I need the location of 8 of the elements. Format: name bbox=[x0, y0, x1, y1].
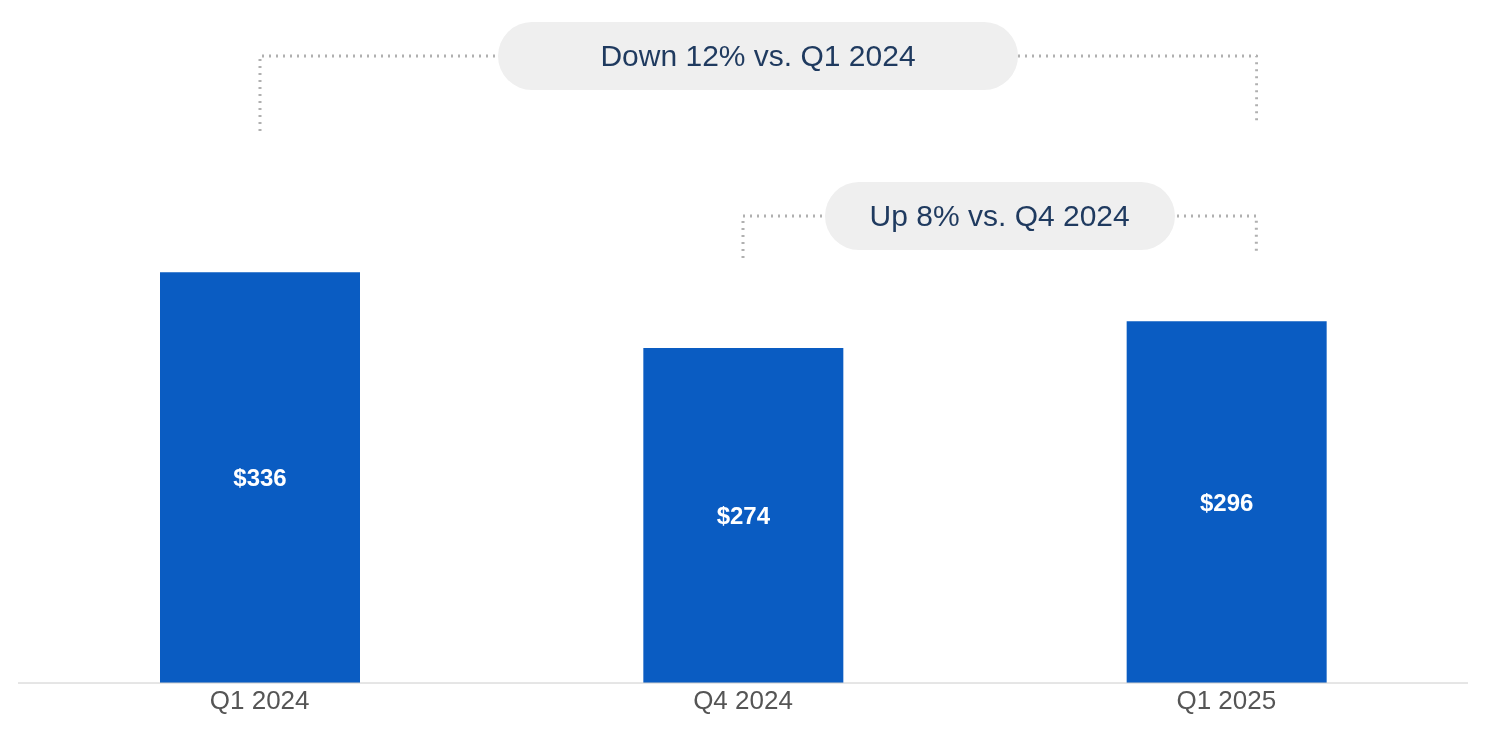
data-label: $274 bbox=[716, 502, 771, 530]
x-tick-label: Q1 2024 bbox=[209, 685, 310, 716]
data-label: $336 bbox=[233, 464, 287, 492]
x-tick-label: Q1 2025 bbox=[1176, 685, 1277, 716]
data-label: $296 bbox=[1199, 488, 1254, 516]
x-tick-label: Q4 2024 bbox=[693, 685, 793, 716]
text: Up 8% vs. Q4 2024 bbox=[869, 199, 1130, 232]
text: Down 12% vs. Q1 2024 bbox=[600, 39, 916, 72]
